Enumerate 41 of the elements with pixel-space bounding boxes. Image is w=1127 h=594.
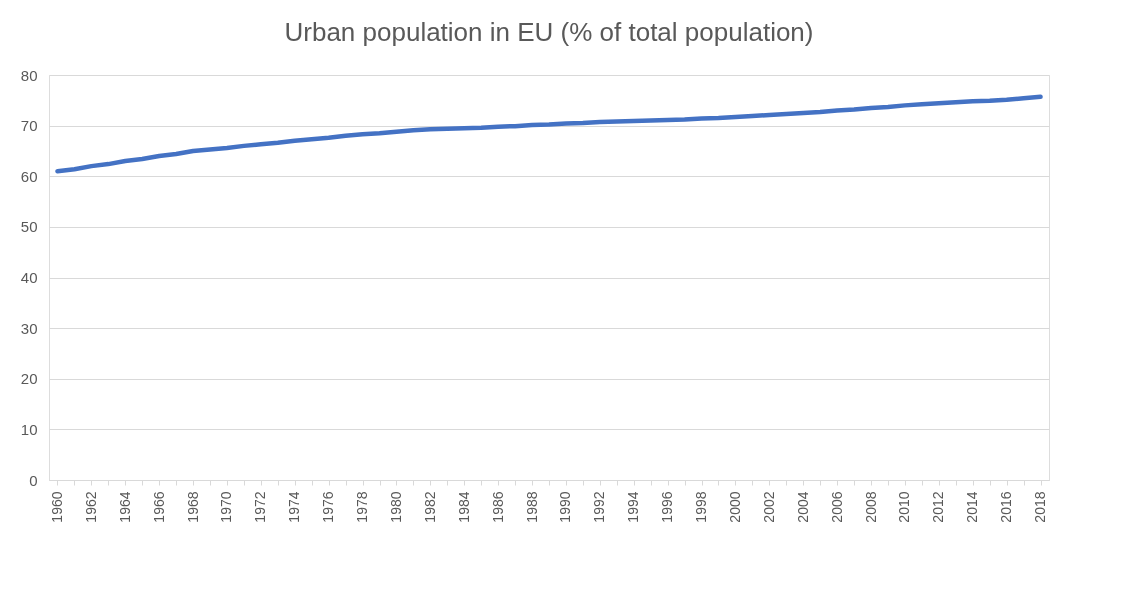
x-tick-label: 2010	[896, 491, 913, 523]
x-tick-label: 2004	[794, 491, 811, 523]
y-tick-label: 70	[20, 117, 38, 135]
x-tick-label: 2008	[862, 491, 879, 523]
x-tick-label: 1962	[82, 491, 99, 523]
x-tick-label: 1976	[320, 491, 337, 523]
x-tick-label: 1984	[455, 491, 472, 523]
x-tick-label: 1960	[48, 491, 65, 523]
x-tick-label: 2012	[930, 491, 947, 523]
x-tick-label: 2018	[1032, 491, 1049, 523]
y-tick-label: 60	[20, 167, 38, 185]
x-tick-label: 2006	[828, 491, 845, 523]
x-tick-label: 1980	[387, 491, 404, 523]
x-tick-label: 1992	[591, 491, 608, 523]
y-tick-label: 20	[20, 370, 38, 388]
y-tick-label: 50	[20, 218, 38, 236]
x-tick-label: 1998	[693, 491, 710, 523]
x-tick-label: 1994	[625, 491, 642, 523]
y-tick-label: 40	[20, 269, 38, 286]
x-tick-label: 1972	[252, 491, 269, 523]
line-series	[55, 94, 1043, 174]
x-tick-label: 2000	[726, 491, 743, 523]
x-tick-label: 2002	[760, 491, 777, 523]
x-tick-label: 1986	[489, 491, 506, 523]
x-tick-label: 1966	[150, 491, 167, 523]
y-tick-label: 0	[29, 471, 38, 489]
x-tick-label: 1996	[659, 491, 676, 523]
x-tick-label: 1964	[116, 491, 133, 523]
x-tick-label: 1988	[523, 491, 540, 523]
x-tick-label: 1970	[218, 491, 235, 523]
y-tick-label: 80	[20, 66, 38, 84]
x-tick-label: 2016	[998, 491, 1015, 523]
y-tick-label: 30	[20, 319, 38, 337]
x-tick-label: 2014	[964, 491, 981, 523]
x-tick-label: 1982	[421, 491, 438, 523]
x-tick-label: 1974	[286, 491, 303, 523]
y-tick-label: 10	[20, 420, 38, 438]
x-tick-label: 1990	[557, 491, 574, 523]
chart-title: Urban population in EU (% of total population)	[284, 17, 814, 47]
x-tick-label: 1968	[184, 491, 201, 523]
x-tick-label: 1978	[354, 491, 371, 523]
